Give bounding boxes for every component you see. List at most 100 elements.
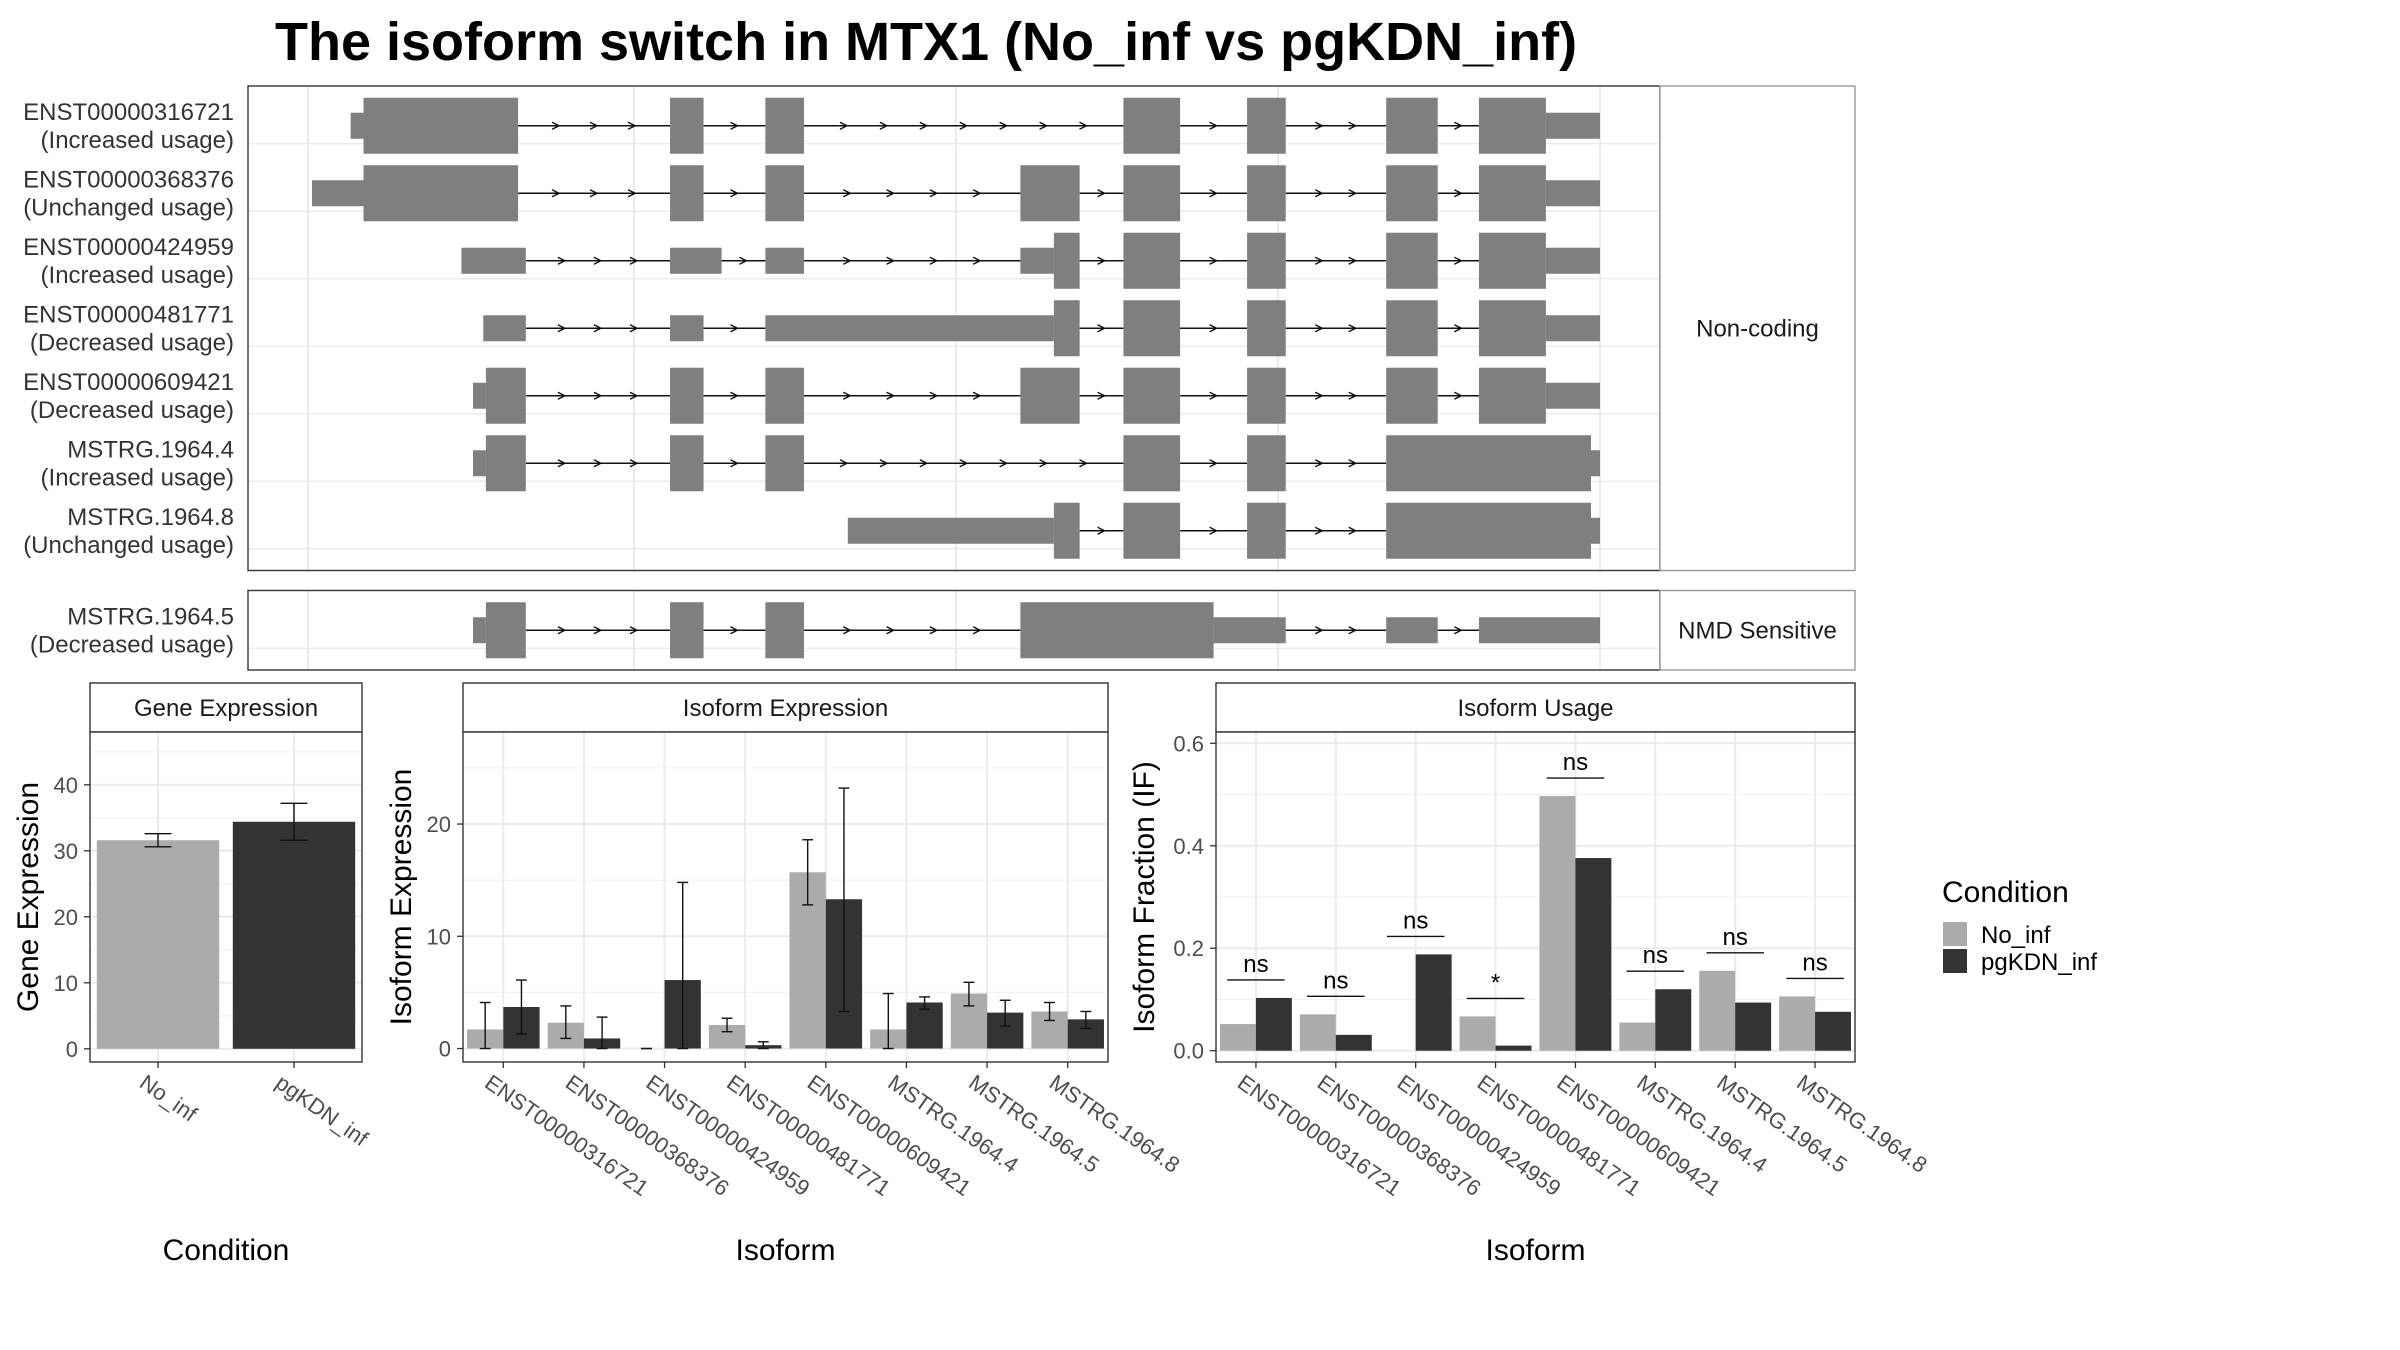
strand-arrow (1454, 391, 1463, 400)
strand-arrow (886, 189, 896, 198)
coding-exon (1386, 165, 1438, 222)
coding-exon (1247, 435, 1286, 492)
strand-arrow (730, 189, 740, 198)
strand-arrow (1209, 526, 1219, 535)
transcript-id-label: ENST00000481771 (23, 301, 234, 328)
coding-exon (1478, 367, 1546, 424)
bar-pgKDN_inf-MSTRG.1964.4 (906, 1002, 943, 1049)
utr-exon (483, 315, 526, 342)
strand-arrow (629, 626, 639, 635)
strand-arrow (919, 121, 929, 130)
strand-arrow (1454, 626, 1463, 635)
coding-exon (670, 97, 704, 154)
strand-arrow (1348, 256, 1358, 265)
strand-arrow (999, 121, 1009, 130)
strand-arrow (1314, 324, 1324, 333)
strand-arrow (1348, 626, 1358, 635)
strand-arrow (730, 391, 740, 400)
strand-arrow (1209, 189, 1219, 198)
strand-arrow (629, 459, 639, 468)
strand-arrow (629, 324, 639, 333)
bar-pgKDN_inf-ENST00000481771 (1495, 1045, 1532, 1051)
panel-frame (1215, 731, 1856, 1063)
significance-label: * (1491, 969, 1500, 996)
strand-arrow (1454, 256, 1463, 265)
utr-exon (312, 180, 364, 207)
strand-arrow (551, 121, 561, 130)
bar-No_inf-MSTRG.1964.8 (1779, 996, 1816, 1051)
strand-arrow (557, 256, 567, 265)
coding-exon (1247, 300, 1286, 357)
strand-arrow (593, 459, 603, 468)
coding-exon (765, 367, 805, 424)
structure-group-strip (1659, 85, 1856, 572)
strand-arrow (1454, 189, 1463, 198)
coding-exon (1053, 300, 1080, 357)
transcript-id-label: ENST00000368376 (23, 166, 234, 193)
coding-exon (1123, 165, 1181, 222)
y-axis-title: Isoform Expression (385, 769, 418, 1026)
coding-exon (1386, 435, 1591, 492)
coding-exon (1478, 165, 1546, 222)
strand-arrow (1314, 626, 1324, 635)
strand-arrow (593, 324, 603, 333)
strand-arrow (842, 189, 852, 198)
y-tick-label: 10 (54, 971, 78, 996)
utr-exon (670, 247, 722, 274)
strand-arrow (1454, 324, 1463, 333)
strand-arrow (1209, 256, 1219, 265)
utr-exon (1545, 112, 1600, 139)
strand-arrow (929, 626, 939, 635)
bar-No_inf-ENST00000316721 (1219, 1024, 1256, 1051)
strand-arrow (629, 391, 639, 400)
strand-arrow (999, 459, 1009, 468)
coding-exon (485, 367, 526, 424)
strand-arrow (1314, 121, 1324, 130)
legend-label-No_inf: No_inf (1981, 922, 2051, 949)
utr-exon (1545, 382, 1600, 409)
y-tick-label: 20 (54, 905, 78, 930)
bar-No_inf-ENST00000368376 (1299, 1014, 1336, 1051)
coding-exon (1386, 367, 1438, 424)
transcript-status-label: (Decreased usage) (30, 397, 234, 424)
strand-arrow (929, 391, 939, 400)
transcript-id-label: ENST00000609421 (23, 369, 234, 396)
strand-arrow (886, 391, 896, 400)
strand-arrow (629, 256, 639, 265)
bar-pgKDN_inf-MSTRG.1964.8 (1815, 1011, 1852, 1051)
strand-arrow (1209, 459, 1219, 468)
y-tick-label: 20 (427, 812, 451, 837)
coding-exon (1247, 232, 1286, 289)
transcript-id-label: MSTRG.1964.8 (67, 504, 234, 531)
y-axis-title: Isoform Fraction (IF) (1128, 761, 1161, 1033)
bar-No_inf-ENST00000481771 (708, 1024, 746, 1049)
strand-arrow (1097, 324, 1107, 333)
utr-exon (473, 617, 486, 644)
strand-arrow (1314, 526, 1324, 535)
transcript-status-label: (Increased usage) (41, 262, 234, 289)
strand-arrow (593, 256, 603, 265)
bar-pgKDN_inf-MSTRG.1964.4 (1655, 989, 1692, 1051)
coding-exon (1123, 367, 1181, 424)
y-tick-label: 0.2 (1173, 936, 1204, 961)
strand-arrow (627, 121, 637, 130)
strand-arrow (1209, 324, 1219, 333)
strand-arrow (730, 626, 740, 635)
strand-arrow (1348, 189, 1358, 198)
transcript-status-label: (Decreased usage) (30, 631, 234, 658)
strand-arrow (1209, 121, 1219, 130)
transcript-status-label: (Unchanged usage) (23, 532, 234, 559)
x-tick-label: MSTRG.1964.8 (1792, 1070, 1932, 1178)
transcript-status-label: (Increased usage) (41, 464, 234, 491)
coding-exon (1123, 232, 1181, 289)
strand-arrow (842, 626, 852, 635)
coding-exon (1020, 602, 1214, 659)
coding-exon (1478, 97, 1546, 154)
panel-strip-label: Isoform Usage (1457, 695, 1613, 722)
transcript-status-label: (Decreased usage) (30, 329, 234, 356)
panel-strip-label: Gene Expression (134, 695, 318, 722)
transcript-status-label: (Unchanged usage) (23, 194, 234, 221)
legend-title: Condition (1942, 876, 2069, 909)
